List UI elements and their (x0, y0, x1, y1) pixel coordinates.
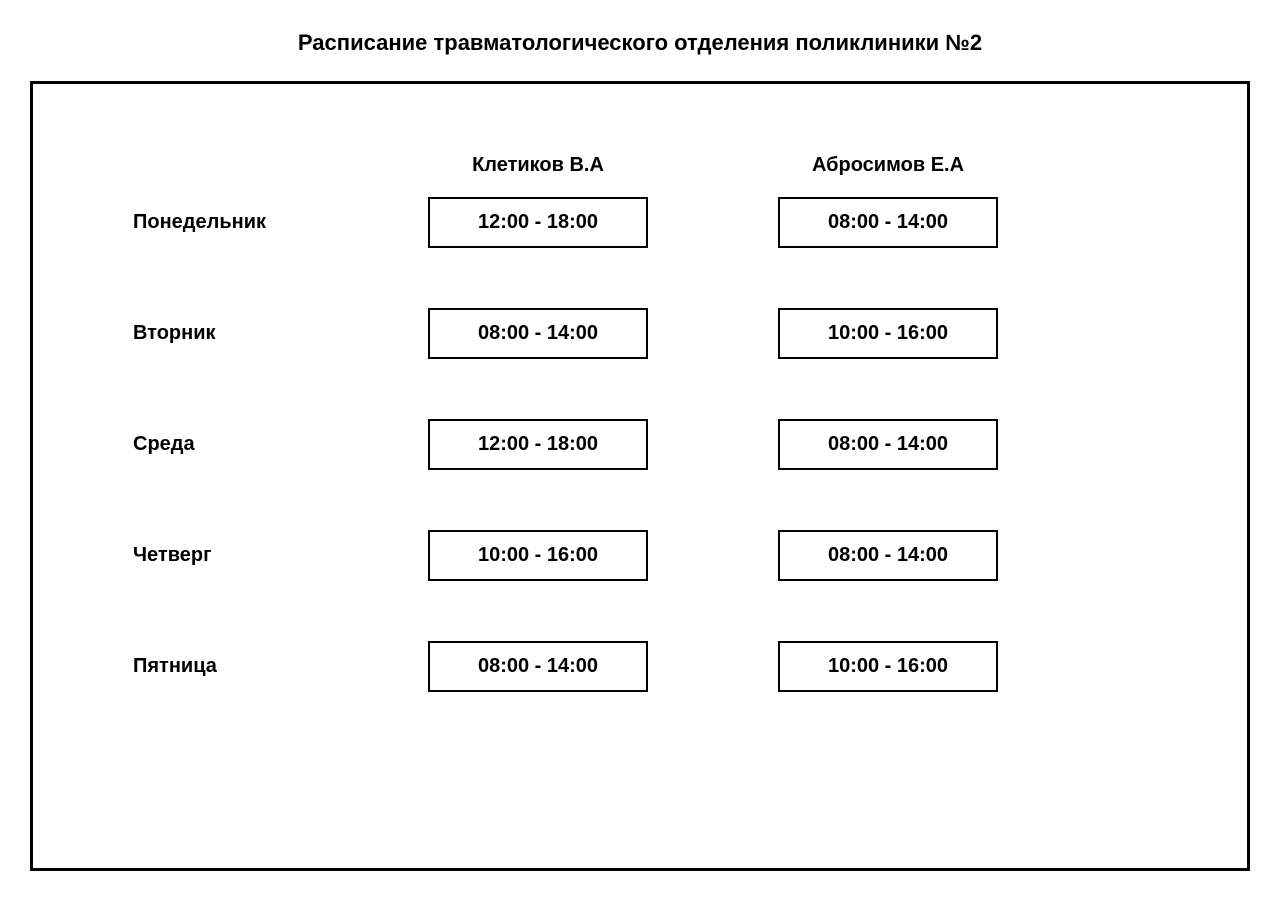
day-label: Понедельник (133, 211, 413, 234)
day-label: Четверг (133, 544, 413, 567)
time-cell: 12:00 - 18:00 (428, 197, 648, 248)
schedule-row: Пятница 08:00 - 14:00 10:00 - 16:00 (133, 641, 1147, 692)
time-cell: 08:00 - 14:00 (778, 419, 998, 470)
doctor2-header: Абросимов Е.А (763, 154, 1013, 177)
day-label: Среда (133, 433, 413, 456)
schedule-row: Понедельник 12:00 - 18:00 08:00 - 14:00 (133, 197, 1147, 248)
schedule-row: Среда 12:00 - 18:00 08:00 - 14:00 (133, 419, 1147, 470)
schedule-container: Клетиков В.А Абросимов Е.А Понедельник 1… (30, 81, 1250, 871)
schedule-row: Вторник 08:00 - 14:00 10:00 - 16:00 (133, 308, 1147, 359)
time-cell: 10:00 - 16:00 (778, 641, 998, 692)
day-label: Вторник (133, 322, 413, 345)
time-cell: 08:00 - 14:00 (778, 530, 998, 581)
time-cell: 10:00 - 16:00 (428, 530, 648, 581)
time-cell: 08:00 - 14:00 (778, 197, 998, 248)
page-title: Расписание травматологического отделения… (0, 0, 1280, 81)
time-cell: 08:00 - 14:00 (428, 308, 648, 359)
time-cell: 12:00 - 18:00 (428, 419, 648, 470)
time-cell: 10:00 - 16:00 (778, 308, 998, 359)
schedule-row: Четверг 10:00 - 16:00 08:00 - 14:00 (133, 530, 1147, 581)
day-label: Пятница (133, 655, 413, 678)
header-row: Клетиков В.А Абросимов Е.А (133, 154, 1147, 177)
doctor1-header: Клетиков В.А (413, 154, 663, 177)
time-cell: 08:00 - 14:00 (428, 641, 648, 692)
